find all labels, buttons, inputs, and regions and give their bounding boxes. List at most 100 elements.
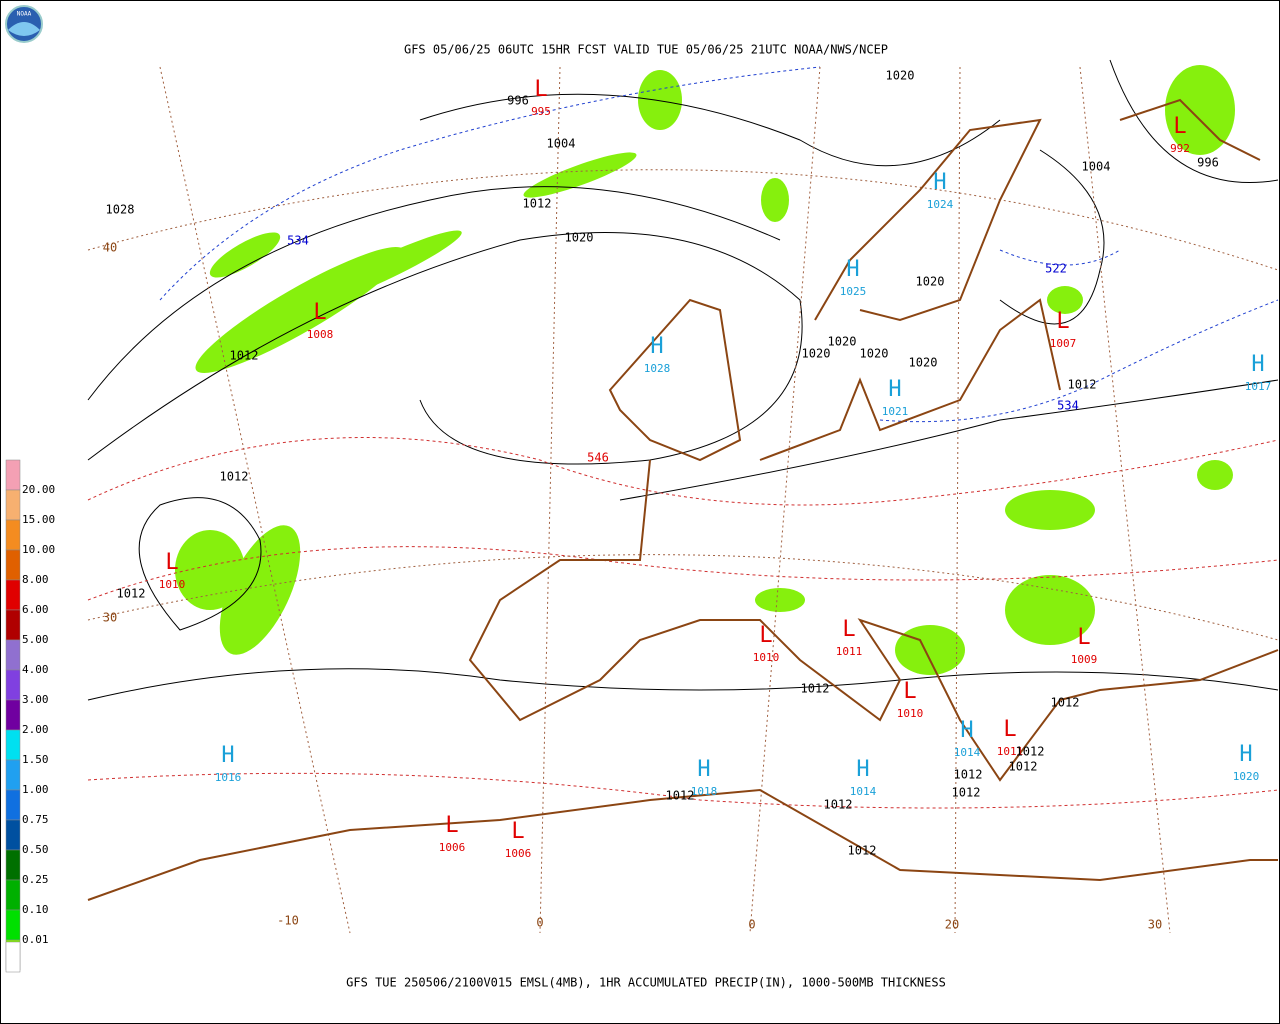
isobar-label: 1012 bbox=[666, 789, 695, 803]
legend-label: 1.50 bbox=[22, 753, 49, 766]
center-value: 1011 bbox=[836, 645, 863, 658]
legend-swatch bbox=[5, 639, 21, 671]
legend-label: 20.00 bbox=[22, 483, 55, 496]
center-value: 1007 bbox=[1050, 337, 1077, 350]
overlay: 20.00 15.00 10.00 8.00 6.00 5.00 4.00 3.00 2.00 1… bbox=[5, 69, 1272, 973]
thickness-warm bbox=[87, 437, 1279, 809]
isobar-label: 996 bbox=[507, 94, 529, 108]
legend-swatch bbox=[5, 579, 21, 611]
thickness-label: 534 bbox=[287, 234, 309, 248]
center-value: 1010 bbox=[753, 651, 780, 664]
center-value: 992 bbox=[1170, 142, 1190, 155]
isobar-label: 1012 bbox=[230, 349, 259, 363]
longitude-label: 30 bbox=[1148, 918, 1162, 932]
center-value: 1009 bbox=[1071, 653, 1098, 666]
legend-swatch bbox=[5, 609, 21, 641]
isobars bbox=[87, 59, 1279, 701]
latitude-label: 40 bbox=[103, 241, 117, 255]
legend-swatch bbox=[5, 729, 21, 761]
graticule bbox=[87, 66, 1279, 934]
legend-label: 5.00 bbox=[22, 633, 49, 646]
legend-label: 0.50 bbox=[22, 843, 49, 856]
center-letter: H bbox=[650, 334, 663, 359]
legend-label: 1.00 bbox=[22, 783, 49, 796]
isobar-label: 1020 bbox=[909, 356, 938, 370]
thickness-lines bbox=[159, 66, 1279, 423]
isobar-label: 1012 bbox=[824, 798, 853, 812]
center-letter: H bbox=[856, 757, 869, 782]
center-value: 1018 bbox=[691, 785, 718, 798]
center-letter: L bbox=[1077, 625, 1090, 650]
center-value: 1014 bbox=[954, 746, 981, 759]
center-value: 1011 bbox=[997, 745, 1024, 758]
title: GFS 05/06/25 06UTC 15HR FCST VALID TUE 0… bbox=[404, 43, 888, 57]
center-letter: L bbox=[445, 813, 458, 838]
logo: NOAA bbox=[5, 5, 43, 43]
center-letter: H bbox=[888, 377, 901, 402]
center-value: 1006 bbox=[439, 841, 466, 854]
center-letter: L bbox=[842, 617, 855, 642]
center-value: 1006 bbox=[505, 847, 532, 860]
legend-label: 4.00 bbox=[22, 663, 49, 676]
legend-label: 0.10 bbox=[22, 903, 49, 916]
center-value: 1024 bbox=[927, 198, 954, 211]
legend-swatch bbox=[5, 879, 21, 911]
legend-label: 0.75 bbox=[22, 813, 49, 826]
legend-swatch bbox=[5, 849, 21, 881]
center-letter: H bbox=[960, 718, 973, 743]
legend-label: 6.00 bbox=[22, 603, 49, 616]
longitude-label: -10 bbox=[277, 914, 299, 928]
center-value: 1014 bbox=[850, 785, 877, 798]
center-letter: L bbox=[759, 623, 772, 648]
center-letter: L bbox=[903, 679, 916, 704]
thickness-label: 546 bbox=[587, 451, 609, 465]
legend-label: 3.00 bbox=[22, 693, 49, 706]
center-value: 1017 bbox=[1245, 380, 1272, 393]
isobar-label: 1028 bbox=[106, 203, 135, 217]
legend-swatch bbox=[5, 759, 21, 791]
center-letter: H bbox=[1239, 742, 1252, 767]
center-letter: H bbox=[846, 257, 859, 282]
center-letter: H bbox=[221, 743, 234, 768]
center-value: 1010 bbox=[897, 707, 924, 720]
center-value: 1010 bbox=[159, 578, 186, 591]
legend-swatch bbox=[5, 699, 21, 731]
center-letter: L bbox=[1056, 309, 1069, 334]
isobar-label: 1012 bbox=[952, 786, 981, 800]
center-value: 1020 bbox=[1233, 770, 1260, 783]
isobar-label: 1012 bbox=[220, 470, 249, 484]
isobar-label: 1004 bbox=[1082, 160, 1111, 174]
center-value: 1008 bbox=[307, 328, 334, 341]
center-letter: L bbox=[1003, 717, 1016, 742]
isobar-label: 1012 bbox=[801, 682, 830, 696]
center-value: 995 bbox=[531, 105, 551, 118]
legend-swatch bbox=[5, 941, 21, 973]
center-value: 1025 bbox=[840, 285, 867, 298]
legend-label: 8.00 bbox=[22, 573, 49, 586]
legend-swatch bbox=[5, 519, 21, 551]
center-letter: L bbox=[1173, 114, 1186, 139]
legend-swatch bbox=[5, 909, 21, 941]
isobar-label: 1012 bbox=[523, 197, 552, 211]
isobar-label: 1012 bbox=[1051, 696, 1080, 710]
isobar-label: 996 bbox=[1197, 156, 1219, 170]
isobar-label: 1020 bbox=[860, 347, 889, 361]
center-letter: H bbox=[933, 170, 946, 195]
longitude-label: 0 bbox=[748, 918, 755, 932]
legend-swatch bbox=[5, 459, 21, 491]
isobar-label: 1012 bbox=[848, 844, 877, 858]
center-letter: L bbox=[165, 550, 178, 575]
center-letter: L bbox=[534, 77, 547, 102]
isobar-label: 1020 bbox=[802, 347, 831, 361]
isobar-label: 1020 bbox=[916, 275, 945, 289]
legend-swatch bbox=[5, 789, 21, 821]
isobar-label: 1020 bbox=[886, 69, 915, 83]
legend-swatch bbox=[5, 489, 21, 521]
center-value: 1016 bbox=[215, 771, 242, 784]
center-letter: H bbox=[1251, 352, 1264, 377]
isobar-label: 1012 bbox=[1068, 378, 1097, 392]
legend-label: 0.25 bbox=[22, 873, 49, 886]
legend-swatch bbox=[5, 669, 21, 701]
thickness-label: 522 bbox=[1045, 262, 1067, 276]
map-area bbox=[87, 59, 1279, 934]
